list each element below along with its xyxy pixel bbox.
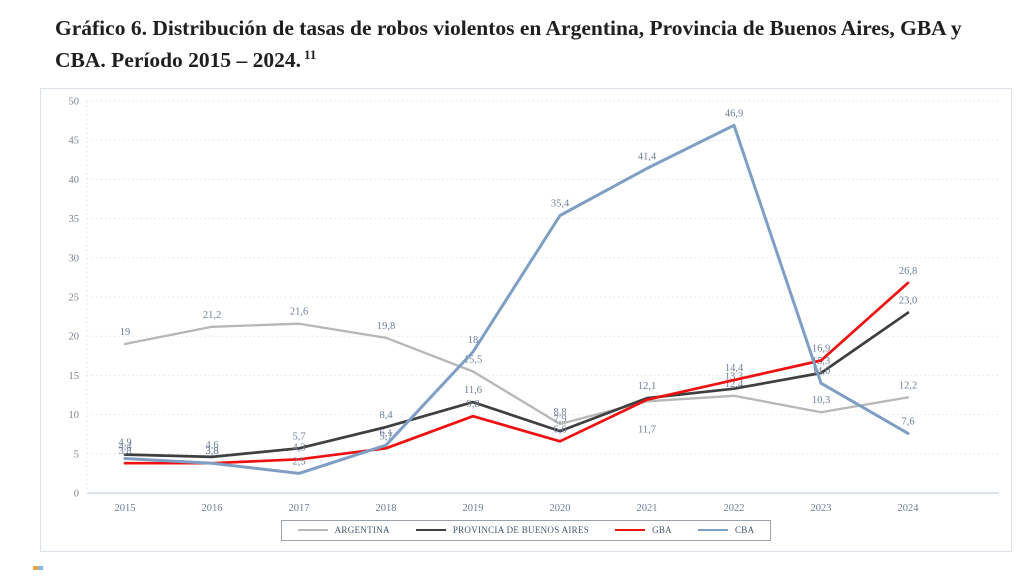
data-label: 6,1 [379,428,392,439]
y-tick-label: 50 [69,97,80,108]
data-label: 4,4 [118,442,132,453]
data-label: 5,7 [379,431,392,442]
data-label: 16,9 [812,344,830,355]
footnote-reference: 11 [304,46,317,62]
line-chart: 0 5 10 15 20 25 30 35 40 45 50 2015 2016 2017 2018 2019… [69,97,999,514]
y-tick-label: 35 [69,214,80,225]
y-tick-label: 45 [69,136,80,147]
x-tick-label: 2022 [724,503,745,514]
data-label: 21,2 [203,310,221,321]
legend-line-swatch [415,528,446,532]
data-label: 6,6 [553,424,566,435]
legend-line-swatch [697,528,728,532]
x-tick-label: 2023 [811,503,832,514]
data-label: 12,1 [638,381,656,392]
data-label: 14,4 [725,363,744,374]
y-tick-label: 40 [69,175,80,186]
data-label: 4,3 [292,442,305,453]
data-label: 41,4 [638,151,657,162]
series-line-provincia-de-buenos-aires [123,311,910,459]
chart-title: Gráfico 6. Distribución de tasas de robo… [55,12,1010,76]
y-tick-label: 0 [74,489,79,500]
legend-label: CBA [734,525,755,535]
y-tick-label: 30 [69,253,80,264]
x-tick-label: 2020 [550,503,571,514]
data-label: 11,6 [464,385,482,396]
data-label: 18 [468,335,479,346]
legend-item-gba: GBA [615,525,672,535]
x-tick-label: 2019 [463,503,484,514]
data-label: 26,8 [899,266,917,277]
legend-item-provincia-de-buenos-aires: PROVINCIA DE BUENOS AIRES [415,525,590,535]
data-label: 13,3 [725,372,743,383]
x-tick-label: 2024 [898,503,920,514]
y-tick-label: 25 [69,293,80,304]
x-tick-label: 2021 [637,503,658,514]
data-label: 3,8 [205,446,218,457]
data-label: 3,8 [118,446,131,457]
legend-label: ARGENTINA [334,525,390,535]
data-label: 4,9 [118,438,131,449]
data-label: 23,0 [899,296,917,307]
data-label: 7,6 [901,416,914,427]
data-label: 2,5 [292,456,305,467]
series-line-argentina [123,322,910,426]
data-label: 19 [120,327,131,338]
series-line-gba [123,281,910,465]
legend: ARGENTINA PROVINCIA DE BUENOS AIRES GBA CBA [280,520,772,541]
legend-wrap: ARGENTINA PROVINCIA DE BUENOS AIRES GBA CBA [41,520,1011,541]
legend-label: GBA [652,525,672,535]
data-label: 12,4 [725,379,744,390]
legend-item-cba: CBA [697,525,755,535]
data-label: 4,6 [205,440,218,451]
data-label: 46,9 [725,108,743,119]
legend-line-swatch [615,528,646,532]
page-edge-artifact [33,566,43,570]
data-label: 19,8 [377,321,395,332]
x-tick-label: 2018 [376,503,397,514]
data-label: 11,7 [638,424,656,435]
data-label: 21,6 [290,307,308,318]
data-label: 5,7 [292,431,305,442]
legend-line-swatch [297,528,328,532]
data-label: 10,3 [812,395,830,406]
y-tick-label: 20 [69,332,80,343]
data-label: 8,4 [379,410,393,421]
data-label: 15,5 [464,355,482,366]
chart-title-text: Gráfico 6. Distribución de tasas de robo… [55,16,962,72]
legend-label: PROVINCIA DE BUENOS AIRES [452,525,590,535]
x-tick-label: 2016 [202,503,223,514]
legend-item-argentina: ARGENTINA [297,525,390,535]
data-label: 7,9 [553,414,566,425]
y-tick-label: 10 [69,410,80,421]
y-tick-label: 15 [69,371,80,382]
series-line-cba [123,123,910,475]
data-label: 14,0 [812,366,830,377]
x-tick-label: 2017 [289,503,310,514]
chart-container: 0 5 10 15 20 25 30 35 40 45 50 2015 2016 2017 2018 2019… [40,88,1012,552]
y-tick-label: 5 [74,449,79,460]
data-label: 3,8 [205,446,218,457]
data-label: 9,8 [466,399,479,410]
data-label: 35,4 [551,199,570,210]
x-tick-label: 2015 [115,503,136,514]
data-label: 12,2 [899,380,917,391]
data-label: 8,8 [553,407,566,418]
